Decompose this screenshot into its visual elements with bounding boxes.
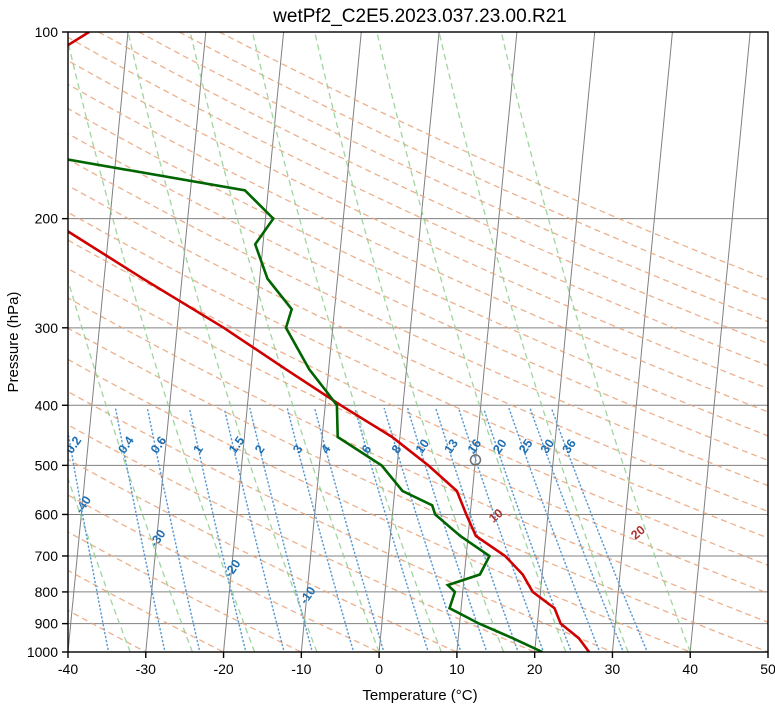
- x-tick-label-50[interactable]: 50: [760, 661, 775, 677]
- chart-background: [0, 0, 775, 708]
- y-tick-label-300[interactable]: 300: [35, 320, 59, 336]
- y-tick-label-200[interactable]: 200: [35, 211, 59, 227]
- x-tick-label--40[interactable]: -40: [58, 661, 78, 677]
- x-tick-label-30[interactable]: 30: [605, 661, 621, 677]
- x-tick-label-0[interactable]: 0: [375, 661, 383, 677]
- x-tick-label-20[interactable]: 20: [527, 661, 543, 677]
- skewt-svg: wetPf2_C2E5.2023.037.23.00.R21 -100-90-8…: [0, 0, 775, 708]
- x-tick-label--20[interactable]: -20: [213, 661, 233, 677]
- y-tick-label-700[interactable]: 700: [35, 548, 59, 564]
- y-tick-label-400[interactable]: 400: [35, 397, 59, 413]
- y-axis-label: Pressure (hPa): [5, 292, 22, 393]
- y-tick-label-1000[interactable]: 1000: [27, 644, 58, 660]
- x-tick-label-40[interactable]: 40: [682, 661, 698, 677]
- x-tick-label-10[interactable]: 10: [449, 661, 465, 677]
- y-tick-label-800[interactable]: 800: [35, 584, 59, 600]
- skewt-diagram: wetPf2_C2E5.2023.037.23.00.R21 -100-90-8…: [0, 0, 775, 708]
- y-tick-label-100[interactable]: 100: [35, 24, 59, 40]
- y-tick-label-600[interactable]: 600: [35, 506, 59, 522]
- x-tick-label--10[interactable]: -10: [291, 661, 311, 677]
- x-tick-label--30[interactable]: -30: [136, 661, 156, 677]
- x-axis-label: Temperature (°C): [362, 687, 477, 704]
- y-tick-label-500[interactable]: 500: [35, 457, 59, 473]
- chart-title: wetPf2_C2E5.2023.037.23.00.R21: [272, 6, 567, 27]
- y-tick-label-900[interactable]: 900: [35, 616, 59, 632]
